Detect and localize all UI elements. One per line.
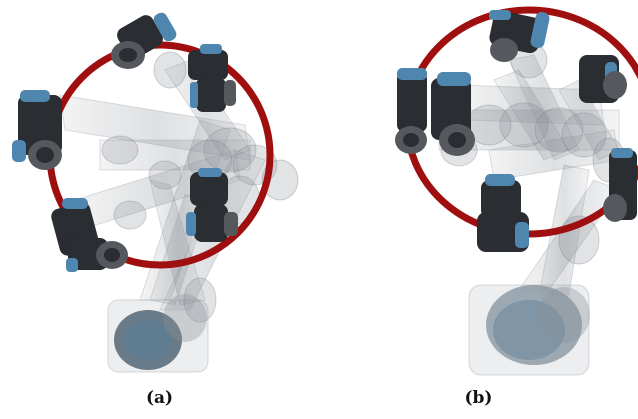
robot-wrist-top-b [489,10,550,62]
robot-wrist-center-a [186,168,238,242]
robot-wrist-upper-right-a [188,44,236,112]
ghost-joints-b [440,41,626,265]
panel-a: (a) [12,12,299,408]
robot-arm-illustration-b [395,6,638,376]
robot-wrist-left-a [12,90,62,170]
robot-wrist-right-b [579,55,627,103]
robot-wrist-top-a [111,12,177,69]
robot-base-b [468,284,590,376]
robot-wrist-lower-b [477,174,529,252]
panel-b: (b) [319,0,638,419]
robot-wrist-left-pair-b [395,68,475,156]
panel-a-label: (a) [145,388,174,408]
robot-base-a [107,294,209,373]
robot-wrist-lower-left-a [51,198,128,272]
panel-b-label: (b) [464,388,493,408]
robot-wrist-lower-right-b [603,148,637,222]
robot-arm-illustration-a [12,12,299,373]
